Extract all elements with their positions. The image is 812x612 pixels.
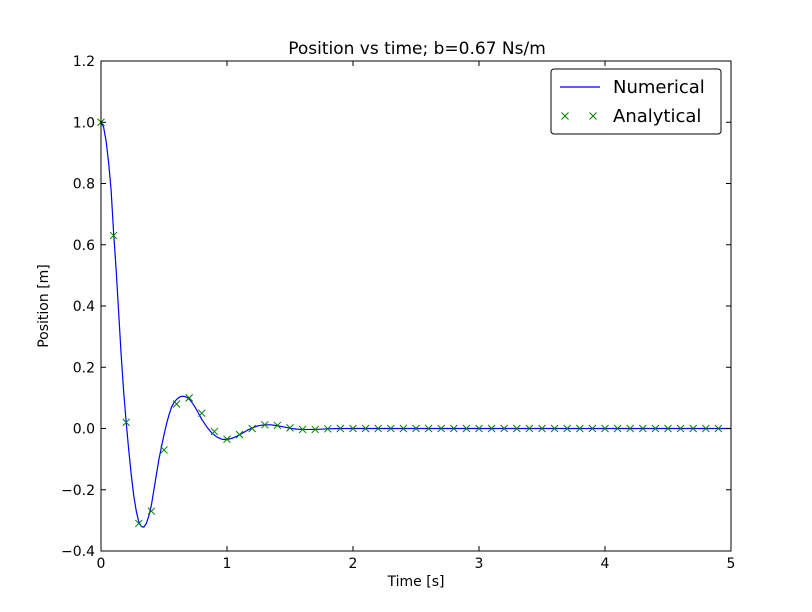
data-point-analytical (122, 418, 131, 427)
data-point-analytical (563, 424, 572, 433)
data-point-analytical (500, 424, 509, 433)
x-tick-label: 3 (475, 556, 484, 572)
data-point-analytical (160, 446, 168, 454)
y-tick-label: 1.2 (73, 54, 95, 70)
y-tick-label: 0.8 (73, 177, 95, 193)
data-point-analytical (197, 409, 206, 418)
legend-label-analytical: Analytical (613, 106, 701, 127)
data-point-analytical (613, 424, 622, 433)
data-point-analytical (512, 424, 521, 433)
data-point-analytical (588, 424, 597, 433)
data-point-analytical (487, 424, 496, 433)
data-point-analytical (664, 424, 672, 433)
data-point-analytical (525, 424, 534, 433)
y-tick-label: −0.2 (61, 483, 95, 499)
data-point-analytical (223, 435, 231, 444)
data-point-analytical (323, 424, 332, 433)
data-point-analytical (286, 424, 294, 432)
x-tick-label: 1 (223, 556, 232, 572)
data-point-analytical (134, 519, 143, 528)
x-tick-label: 4 (601, 556, 610, 572)
y-tick-label: −0.4 (61, 544, 95, 560)
axis-ticks: 0 1 2 3 4 5 −0.4 −0.2 0.0 0.2 0.4 0.6 0.8 1.0 1.2 (61, 54, 735, 572)
data-point-analytical (424, 424, 433, 433)
data-point-analytical (311, 425, 320, 434)
data-point-analytical (185, 394, 194, 402)
data-point-analytical (638, 424, 647, 433)
data-point-analytical (701, 424, 710, 433)
data-point-analytical (147, 507, 156, 516)
x-axis-label: Time [s] (387, 574, 445, 590)
data-point-analytical (386, 424, 395, 433)
legend-marks-analytical (561, 112, 597, 120)
x-tick-label: 2 (349, 556, 358, 572)
data-point-analytical (399, 424, 408, 433)
x-tick-label: 0 (97, 556, 106, 572)
series-line-numerical (100, 121, 731, 528)
data-point-analytical (349, 424, 357, 433)
data-point-analytical (273, 421, 282, 430)
data-point-analytical (109, 231, 118, 240)
y-tick-label: 0.4 (73, 299, 95, 315)
data-point-analytical (550, 424, 559, 433)
data-point-analytical (462, 424, 471, 433)
data-point-analytical (626, 424, 635, 433)
y-axis-label: Position [m] (36, 264, 52, 348)
legend-box (550, 68, 722, 135)
x-tick-label: 5 (727, 556, 736, 572)
data-point-analytical (361, 424, 370, 433)
y-tick-label: 1.0 (73, 115, 95, 131)
data-point-analytical (575, 424, 584, 433)
chart-title: Position vs time; b=0.67 Ns/m (288, 39, 546, 59)
data-point-analytical (172, 400, 181, 408)
y-tick-label: 0.6 (73, 238, 95, 254)
legend-marker-analytical (561, 112, 569, 120)
plot-area (97, 118, 731, 528)
data-point-analytical (651, 424, 660, 433)
data-point-analytical (235, 430, 244, 439)
data-point-analytical (412, 424, 420, 433)
data-point-analytical (437, 424, 446, 433)
data-point-analytical (374, 424, 383, 433)
data-point-analytical (210, 427, 219, 436)
legend-marker-analytical (589, 112, 597, 120)
plot-frame (100, 60, 732, 552)
data-point-analytical (475, 424, 483, 433)
y-tick-label: 0.0 (73, 422, 95, 438)
data-point-analytical (538, 424, 546, 433)
data-point-analytical (676, 424, 685, 433)
data-point-analytical (449, 424, 458, 433)
data-point-analytical (248, 424, 257, 433)
data-point-analytical (601, 424, 609, 433)
y-tick-label: 0.2 (73, 360, 95, 376)
data-point-analytical (260, 420, 269, 429)
legend-label-numerical: Numerical (613, 77, 705, 98)
legend: Numerical Analytical (550, 68, 722, 135)
data-point-analytical (336, 424, 345, 433)
data-point-analytical (689, 424, 698, 433)
data-point-analytical (714, 424, 723, 433)
data-point-analytical (298, 425, 307, 434)
